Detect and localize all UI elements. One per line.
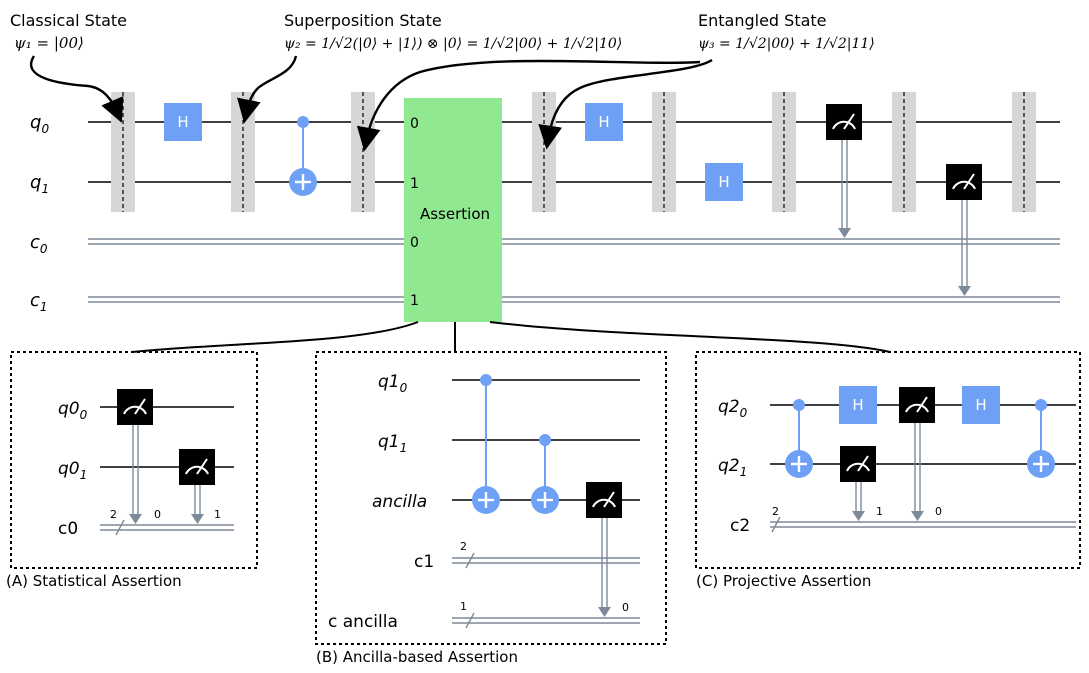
- barrier-2: [231, 92, 255, 212]
- assertion-port-1: 1: [410, 176, 419, 192]
- assertion-port-3: 1: [410, 293, 419, 309]
- cnot-target-icon: [287, 166, 319, 198]
- h-gate-2: H: [585, 103, 623, 141]
- panel-c-wire-label-0: q20: [718, 397, 748, 420]
- svg-text:H: H: [598, 113, 609, 131]
- wire-label-q1: q1: [30, 172, 49, 196]
- assertion-port-2: 0: [410, 235, 419, 251]
- panel-b-creg2-size: 1: [460, 600, 467, 613]
- svg-text:H: H: [718, 173, 729, 191]
- panel-b-measure-icon: [585, 481, 623, 617]
- barrier-7: [892, 92, 916, 212]
- panel-a-measure-0-icon: [116, 388, 154, 524]
- panel-a-wire-label-1: q01: [58, 459, 87, 482]
- panel-b-wire-label-1: q11: [378, 432, 407, 455]
- wire-c1: [88, 296, 1060, 303]
- annotation-entangled: Entangled State ψ₃ = 1/√2|00⟩ + 1/√2|11⟩: [698, 11, 875, 52]
- panel-a-bit-label-1: 1: [214, 508, 221, 521]
- annotation-entangled-formula: ψ₃ = 1/√2|00⟩ + 1/√2|11⟩: [698, 36, 875, 52]
- annotation-superposition-formula: ψ₂ = 1/√2(|0⟩ + |1⟩) ⊗ |0⟩ = 1/√2|00⟩ + …: [284, 36, 622, 52]
- svg-text:H: H: [177, 113, 188, 131]
- panel-c-creg-label: c2: [730, 516, 750, 536]
- wire-label-c0: c0: [30, 232, 48, 256]
- panel-a-measure-1-icon: [178, 448, 216, 524]
- panel-c-measure-0-icon: [839, 445, 877, 521]
- arrow-entangled-2-icon: [538, 58, 713, 150]
- panel-b-cnot-1: [470, 374, 502, 516]
- panel-c: q20 q21 c2 2 H 1 0 H: [695, 351, 1081, 590]
- barrier-6: [772, 92, 796, 212]
- wire-label-c1: c1: [30, 290, 48, 314]
- panel-b-ancilla-label: ancilla: [372, 492, 427, 512]
- panel-b-caption: (B) Ancilla-based Assertion: [316, 648, 518, 666]
- barrier-5: [652, 92, 676, 212]
- panel-b-creg1-size: 2: [460, 540, 467, 553]
- svg-text:H: H: [975, 396, 986, 414]
- panel-b-cnot-2: [529, 434, 561, 516]
- barrier-8: [1012, 92, 1036, 212]
- arrow-entangled-1-icon: [356, 59, 701, 152]
- panel-a-creg-label: c0: [58, 519, 78, 539]
- connector-panel-c: [489, 321, 891, 353]
- panel-c-bit-label-1: 0: [935, 505, 942, 518]
- wire-label-q0: q0: [30, 112, 49, 136]
- panel-b-creg2-label: c ancilla: [328, 612, 398, 632]
- annotation-superposition: Superposition State ψ₂ = 1/√2(|0⟩ + |1⟩)…: [284, 11, 622, 52]
- arrow-superposition-icon: [237, 55, 298, 124]
- cnot-control-dot: [297, 116, 309, 128]
- barrier-4: [532, 92, 556, 212]
- panel-c-caption: (C) Projective Assertion: [696, 572, 871, 590]
- panel-c-h-gate-1: H: [839, 386, 877, 424]
- annotation-superposition-title: Superposition State: [284, 11, 442, 30]
- svg-text:H: H: [852, 396, 863, 414]
- annotation-classical: Classical State ψ₁ = |00⟩: [10, 11, 127, 52]
- panel-b-creg1-label: c1: [414, 552, 434, 572]
- panel-c-h-gate-2: H: [962, 386, 1000, 424]
- measure-q1-icon: [945, 163, 983, 296]
- panel-a-creg-size: 2: [110, 508, 117, 521]
- cnot-gate: [287, 116, 319, 198]
- panel-a-caption: (A) Statistical Assertion: [6, 572, 182, 590]
- annotation-entangled-title: Entangled State: [698, 11, 827, 30]
- panel-c-wire-label-1: q21: [718, 456, 747, 479]
- measure-q0-icon: [825, 103, 863, 238]
- h-gate-1: H: [164, 103, 202, 141]
- barrier-3: [351, 92, 375, 212]
- panel-b-wire-label-0: q10: [378, 372, 408, 395]
- panel-c-measure-1-icon: [898, 386, 936, 521]
- panel-b: q10 q11 ancilla c1 c ancilla 2 1 0 (B) A…: [315, 351, 667, 666]
- barrier-1: [111, 92, 135, 212]
- panel-a-wire-label-0: q00: [58, 399, 88, 422]
- connector-panel-a: [131, 321, 419, 353]
- panel-a: q00 q01 c0 2 0 1 (A) Statistical Asserti…: [6, 351, 258, 590]
- annotation-classical-title: Classical State: [10, 11, 127, 30]
- assertion-port-0: 0: [410, 116, 419, 132]
- panel-c-bit-label-0: 1: [876, 505, 883, 518]
- panel-c-cnot-1: [783, 399, 815, 480]
- main-circuit: q0 q1 c0 c1 H Assertion 0 1 0: [30, 55, 1060, 353]
- assertion-label: Assertion: [420, 205, 490, 223]
- panel-c-creg-size: 2: [772, 505, 779, 518]
- wire-c0: [88, 238, 1060, 245]
- arrow-classical-icon: [30, 55, 124, 123]
- panel-a-bit-label-0: 0: [154, 508, 161, 521]
- assertion-block: Assertion 0 1 0 1: [404, 98, 502, 322]
- panel-c-cnot-2: [1025, 399, 1057, 480]
- panel-b-bit-label: 0: [622, 601, 629, 614]
- annotation-classical-formula: ψ₁ = |00⟩: [14, 34, 84, 52]
- h-gate-3: H: [705, 163, 743, 201]
